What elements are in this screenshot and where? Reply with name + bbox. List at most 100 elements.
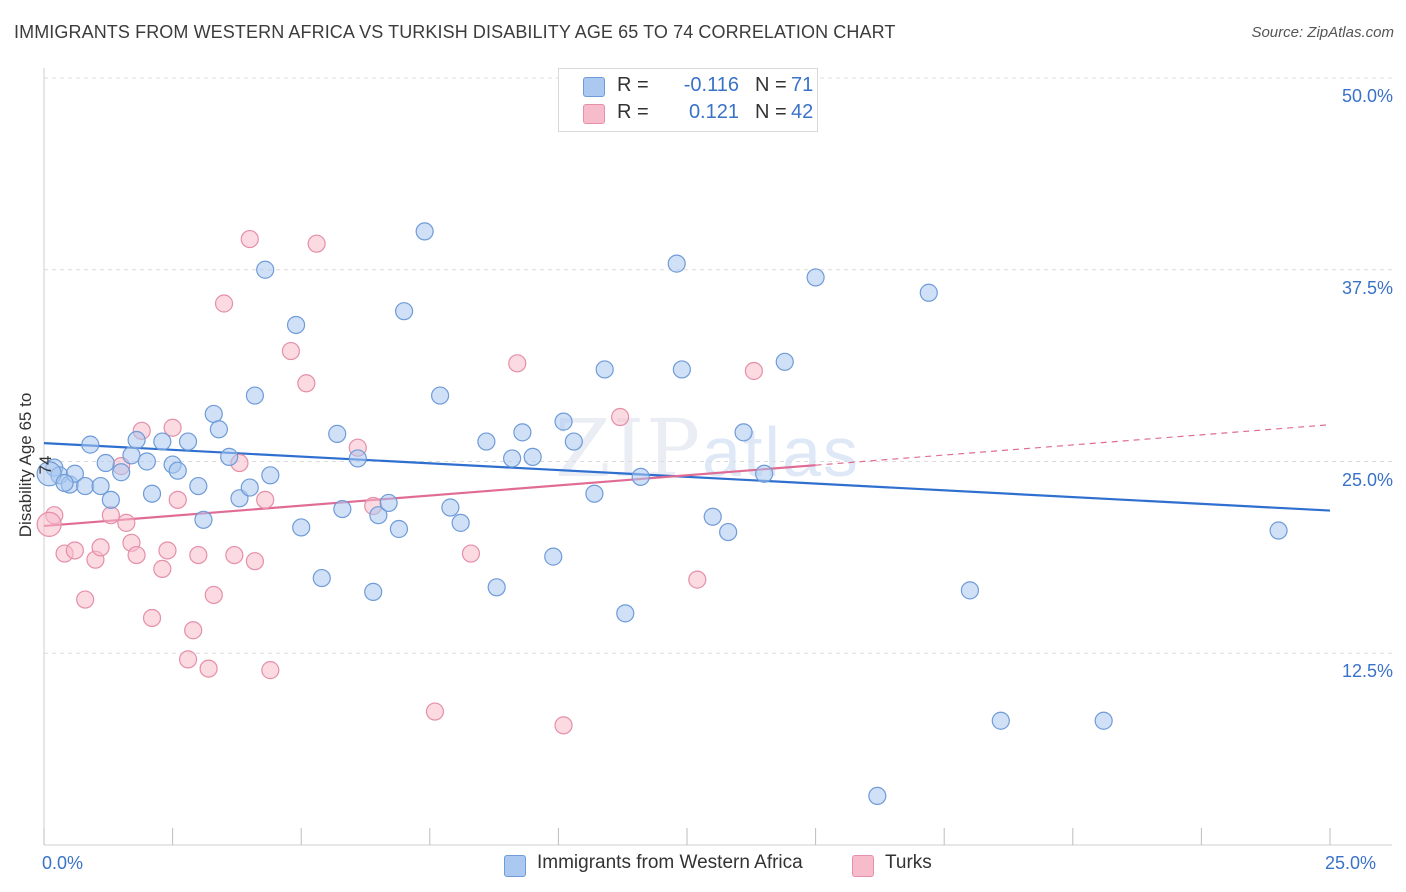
western-africa-point: [585, 484, 604, 503]
y-axis-label: Disability Age 65 to 74: [16, 392, 55, 538]
turks-point: [117, 513, 136, 532]
turks-point: [240, 229, 259, 249]
western-africa-point: [775, 352, 794, 371]
turks-point: [611, 407, 630, 427]
western-africa-point: [220, 447, 239, 466]
axes: [43, 68, 1392, 846]
turks-point: [508, 354, 527, 373]
turks-points: [36, 229, 763, 735]
western-africa-point: [544, 547, 563, 566]
y-tick-label: 37.5%: [1341, 277, 1393, 298]
western-africa-point: [667, 254, 686, 273]
turks-trend-line-extension: [815, 424, 1331, 466]
western-africa-point: [672, 360, 691, 379]
stats-legend: R = -0.116 N = 71 R = 0.121 N = 42: [558, 68, 818, 132]
turks-point: [184, 621, 203, 640]
western-africa-point: [487, 578, 506, 597]
western-africa-point: [96, 453, 115, 473]
turks-point: [153, 559, 172, 578]
chart-title: IMMIGRANTS FROM WESTERN AFRICA VS TURKIS…: [14, 22, 896, 42]
western-africa-point: [513, 423, 532, 442]
y-tick-label: 12.5%: [1341, 661, 1393, 682]
western-africa-point: [256, 260, 275, 279]
r-label: R =: [617, 101, 649, 123]
western-africa-point: [919, 283, 938, 302]
blue-swatch: [583, 77, 605, 97]
turks-point: [461, 544, 481, 563]
turks-point: [65, 541, 84, 560]
western-africa-point: [81, 435, 100, 454]
western-africa-point: [137, 452, 156, 471]
legend-label: Turks: [885, 852, 932, 873]
y-tick-label: 25.0%: [1341, 469, 1393, 490]
western-africa-point: [240, 478, 259, 497]
western-africa-point: [503, 449, 522, 468]
western-africa-point: [755, 464, 774, 483]
legend-label: Immigrants from Western Africa: [537, 852, 803, 873]
western-africa-point: [178, 432, 198, 451]
turks-point: [297, 374, 316, 393]
turks-point: [163, 418, 182, 437]
turks-point: [36, 511, 62, 537]
western-africa-point: [806, 268, 825, 287]
y-tick-label: 50.0%: [1341, 86, 1393, 106]
western-africa-trend-line: [43, 441, 1331, 512]
x-tick-label-max: 25.0%: [1325, 853, 1377, 873]
r-value: -0.116: [683, 74, 739, 96]
western-africa-point: [209, 420, 228, 439]
western-africa-point: [477, 432, 496, 451]
turks-point: [142, 608, 162, 628]
western-africa-point: [312, 568, 331, 588]
western-africa-point: [394, 302, 414, 321]
n-label: N =: [755, 101, 787, 123]
turks-point: [178, 650, 198, 669]
western-africa-point: [441, 498, 460, 517]
western-africa-point: [734, 423, 753, 442]
western-africa-point: [554, 412, 573, 431]
western-africa-point: [101, 490, 120, 509]
western-africa-point: [55, 473, 74, 493]
trend-lines: [43, 424, 1331, 528]
western-africa-point: [1269, 521, 1288, 540]
western-africa-point: [991, 711, 1010, 730]
western-africa-point: [204, 404, 223, 424]
western-africa-point: [153, 432, 172, 451]
western-africa-point: [703, 507, 722, 526]
turks-point: [189, 545, 208, 565]
western-africa-point: [122, 446, 141, 465]
western-africa-point: [451, 513, 470, 532]
legend-swatch-blue: [504, 855, 526, 877]
western-africa-points: [36, 222, 1288, 806]
western-africa-point: [91, 476, 110, 496]
turks-point: [225, 545, 244, 565]
turks-point: [688, 570, 707, 589]
turks-point: [158, 541, 177, 560]
turks-point: [744, 361, 763, 381]
western-africa-point: [868, 786, 887, 806]
pink-swatch: [583, 104, 605, 124]
turks-point: [261, 661, 280, 680]
western-africa-point: [348, 449, 367, 468]
western-africa-point: [364, 582, 383, 601]
western-africa-point: [189, 476, 208, 496]
turks-point: [307, 234, 326, 253]
western-africa-point: [960, 581, 980, 600]
n-label: N =: [755, 74, 787, 96]
turks-point: [101, 506, 120, 525]
western-africa-point: [36, 461, 62, 487]
turks-point: [91, 538, 110, 557]
legend-swatch-pink: [852, 855, 874, 877]
turks-point: [554, 716, 573, 735]
turks-point: [127, 545, 146, 565]
r-value: 0.121: [688, 101, 739, 123]
turks-trend-line: [43, 464, 816, 528]
r-label: R =: [617, 74, 649, 96]
n-value: 42: [791, 101, 814, 123]
western-africa-point: [142, 484, 162, 503]
western-africa-point: [194, 510, 213, 529]
grid-lines: [44, 77, 1392, 654]
western-africa-point: [719, 522, 738, 542]
western-africa-point: [523, 447, 542, 466]
western-africa-point: [76, 476, 95, 496]
